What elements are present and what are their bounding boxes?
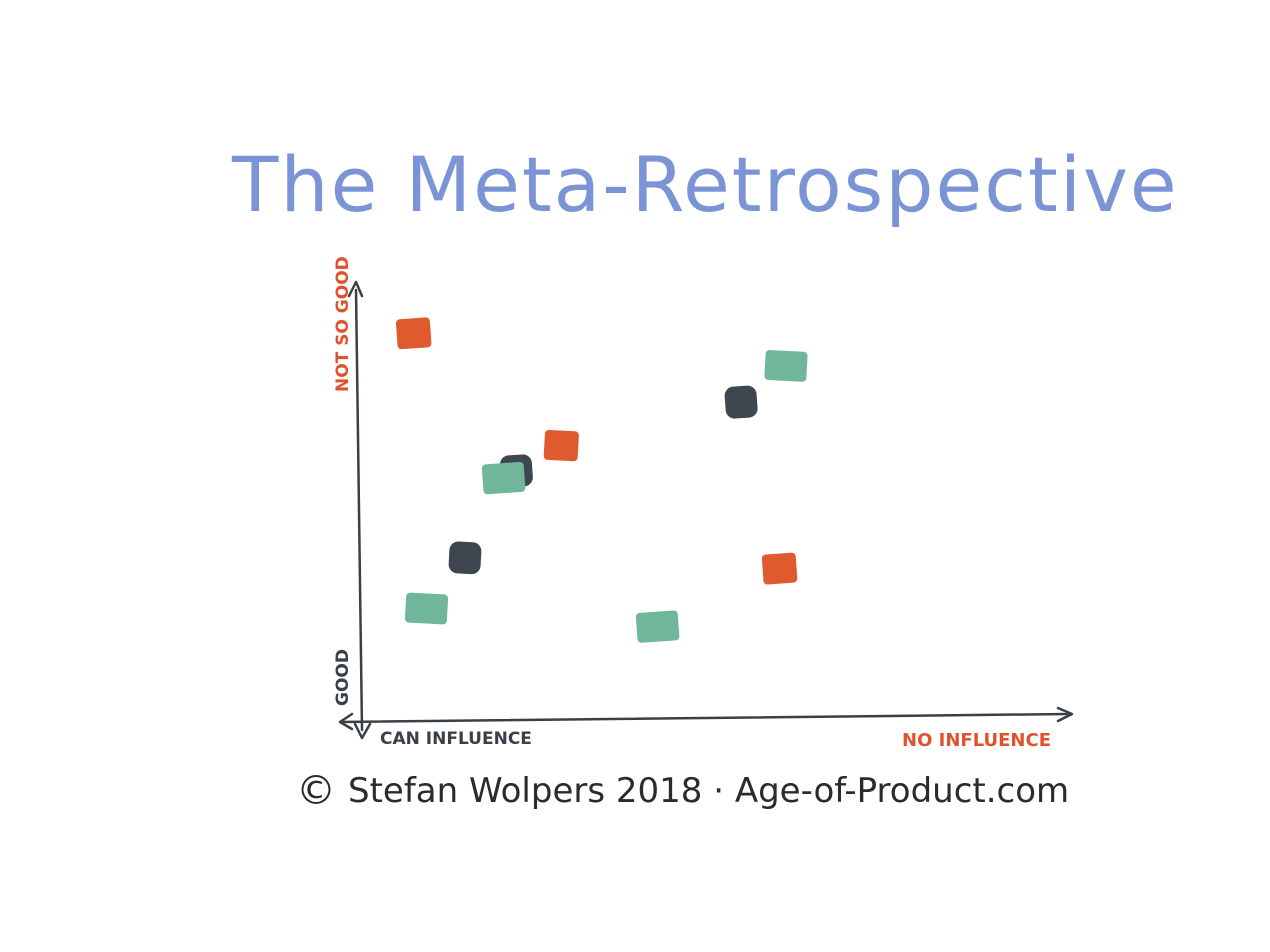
sticky-note-green-1	[481, 461, 526, 495]
x-axis-arrowhead-left	[338, 712, 354, 731]
y-axis-line	[354, 288, 364, 732]
sticky-note-orange-2	[543, 429, 579, 462]
chart-axes	[338, 280, 1074, 740]
sticky-note-dark-3	[724, 385, 758, 419]
sticky-note-green-4	[764, 350, 808, 382]
copyright-icon: ©	[296, 768, 336, 814]
sticky-note-orange-3	[761, 552, 798, 585]
x-axis-label-left: CAN INFLUENCE	[380, 729, 532, 749]
x-axis-arrowhead-right	[1056, 706, 1074, 723]
sticky-note-orange-1	[395, 317, 432, 350]
y-axis-arrowhead-top	[347, 280, 364, 298]
sticky-note-dark-2	[448, 541, 482, 575]
y-axis-label-top: NOT SO GOOD	[333, 256, 353, 392]
credit-text: Stefan Wolpers 2018 · Age-of-Product.com	[348, 771, 1070, 811]
x-axis-label-right: NO INFLUENCE	[902, 730, 1051, 751]
x-axis-line	[338, 712, 1070, 724]
sticky-notes	[395, 317, 808, 643]
sticky-note-green-3	[635, 610, 680, 643]
sticky-note-green-2	[404, 592, 449, 625]
copyright-line: © Stefan Wolpers 2018 · Age-of-Product.c…	[296, 768, 1069, 814]
y-axis-arrowhead-bottom	[353, 722, 372, 740]
y-axis-label-bottom: GOOD	[333, 649, 353, 706]
page-title: The Meta-Retrospective	[232, 140, 1179, 229]
